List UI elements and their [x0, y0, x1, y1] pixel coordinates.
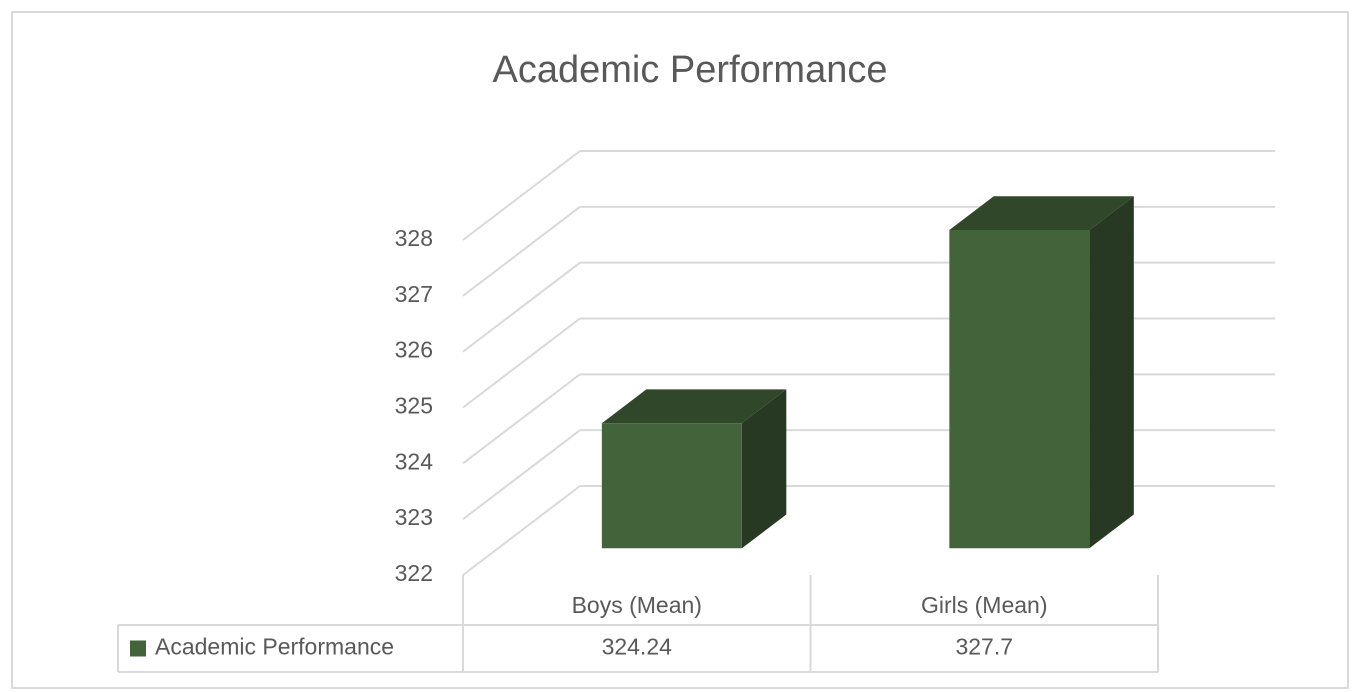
bar-front	[949, 230, 1090, 549]
bar-front	[601, 423, 742, 549]
data-table-value: 327.7	[955, 634, 1013, 660]
bar-top	[601, 389, 787, 424]
bar-side	[1089, 196, 1134, 549]
y-tick-label: 325	[395, 393, 433, 419]
side-wall-line	[462, 150, 581, 241]
side-wall-line	[462, 485, 581, 576]
y-tick-label: 322	[395, 560, 433, 586]
bar-top	[949, 196, 1134, 231]
y-tick-label: 326	[395, 337, 433, 363]
x-tick-label: Girls (Mean)	[921, 592, 1048, 618]
side-wall-line	[462, 261, 581, 353]
data-table-value: 324.24	[602, 634, 673, 660]
x-tick-label: Boys (Mean)	[572, 592, 702, 618]
side-wall-line	[462, 206, 581, 297]
side-wall-line	[462, 317, 581, 409]
legend-label: Academic Performance	[155, 634, 394, 660]
side-wall-line	[462, 429, 581, 520]
y-tick-label: 327	[395, 281, 433, 307]
bar-side	[741, 389, 787, 549]
chart-title: Academic Performance	[493, 49, 888, 91]
y-tick-label: 328	[395, 225, 433, 251]
side-wall-line	[462, 373, 581, 465]
legend-swatch	[130, 640, 146, 657]
y-tick-label: 323	[395, 504, 433, 530]
chart-frame	[11, 11, 1349, 689]
y-tick-label: 324	[395, 448, 434, 474]
